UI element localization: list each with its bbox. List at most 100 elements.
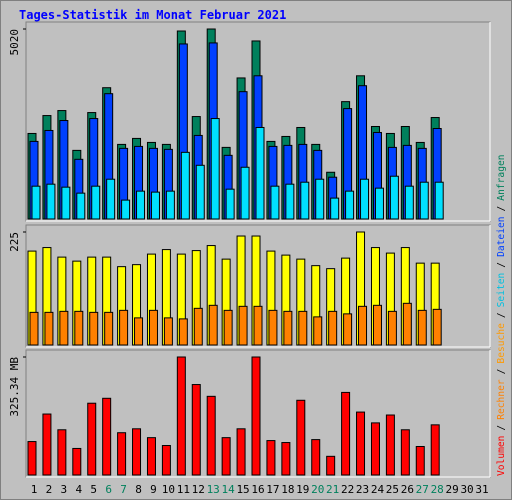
- y-tick-label: 325.34 MB: [8, 357, 21, 417]
- bar: [206, 395, 216, 476]
- bar: [31, 185, 41, 220]
- bar: [281, 442, 291, 476]
- bar: [44, 311, 54, 346]
- x-tick-label: 3: [61, 483, 68, 496]
- bar: [102, 397, 112, 476]
- x-tick-label: 24: [371, 483, 385, 496]
- x-tick-label: 30: [460, 483, 473, 496]
- x-tick-label: 6: [105, 483, 112, 496]
- x-tick-label: 31: [475, 483, 488, 496]
- bar: [180, 151, 190, 220]
- x-tick-label: 9: [150, 483, 157, 496]
- bar: [176, 356, 186, 476]
- x-tick-label: 22: [341, 483, 354, 496]
- bar: [311, 439, 321, 476]
- bar: [117, 432, 127, 476]
- bar: [136, 190, 146, 220]
- bar: [195, 164, 205, 220]
- x-tick-label: 23: [356, 483, 369, 496]
- legend: Volumen / Rechner / Besuche / Seiten / Dateien / A…: [496, 154, 507, 476]
- legend-separator: /: [496, 368, 507, 374]
- x-tick-label: 27: [416, 483, 429, 496]
- x-tick-label: 28: [431, 483, 444, 496]
- bar: [356, 411, 366, 476]
- bar: [106, 178, 116, 220]
- bar: [266, 440, 276, 476]
- bar: [296, 399, 306, 476]
- bar: [404, 185, 414, 220]
- legend-entry: Dateien: [496, 216, 507, 256]
- x-tick-label: 13: [207, 483, 220, 496]
- bar: [223, 309, 233, 346]
- x-tick-label: 29: [446, 483, 459, 496]
- bar: [146, 437, 156, 476]
- bar: [417, 309, 427, 346]
- x-tick-label: 19: [296, 483, 309, 496]
- bar: [208, 304, 218, 346]
- bar: [91, 185, 101, 220]
- legend-separator: /: [496, 205, 507, 211]
- x-tick-label: 10: [162, 483, 175, 496]
- bar: [358, 305, 368, 346]
- legend-separator: /: [496, 312, 507, 318]
- x-tick-label: 12: [192, 483, 205, 496]
- bar: [191, 384, 201, 476]
- bar: [104, 311, 114, 346]
- bar: [389, 175, 399, 220]
- legend-entry: Anfragen: [496, 154, 507, 200]
- bar: [134, 317, 144, 346]
- bar: [330, 197, 340, 220]
- x-tick-label: 16: [251, 483, 264, 496]
- bar: [298, 310, 308, 346]
- x-tick-label: 7: [120, 483, 127, 496]
- x-tick-label: 15: [236, 483, 249, 496]
- bar: [328, 310, 338, 346]
- bar: [59, 310, 69, 346]
- x-tick-label: 20: [311, 483, 324, 496]
- legend-entry: Seiten: [496, 273, 507, 308]
- bar: [434, 181, 444, 220]
- bar: [150, 191, 160, 220]
- bar: [343, 313, 353, 346]
- bar: [251, 356, 261, 476]
- bar: [253, 305, 263, 346]
- bar: [29, 311, 39, 346]
- bar: [345, 190, 355, 220]
- y-tick-label: 225: [8, 232, 21, 252]
- bar: [236, 428, 246, 476]
- bar: [326, 455, 336, 476]
- bar: [419, 181, 429, 220]
- bar: [61, 186, 71, 220]
- bar: [300, 181, 310, 220]
- bar: [42, 413, 52, 476]
- chart-title: Tages-Statistik im Monat Februar 2021: [19, 8, 286, 22]
- legend-separator: /: [496, 425, 507, 431]
- bar: [432, 308, 442, 346]
- bar: [225, 188, 235, 220]
- bar: [46, 183, 56, 220]
- bar: [374, 187, 384, 220]
- bar: [315, 178, 325, 220]
- bar: [370, 422, 380, 476]
- bar: [372, 304, 382, 346]
- bar: [341, 391, 351, 476]
- bar: [387, 310, 397, 346]
- x-tick-label: 14: [222, 483, 236, 496]
- x-tick-label: 1: [31, 483, 38, 496]
- bar: [165, 190, 175, 220]
- bar: [121, 199, 131, 220]
- bar: [415, 445, 425, 476]
- bar: [74, 310, 84, 346]
- y-tick-label: 5020: [8, 29, 21, 56]
- bar: [285, 183, 295, 220]
- bar: [163, 317, 173, 346]
- bar: [27, 441, 37, 476]
- bar: [255, 126, 265, 220]
- bar: [221, 437, 231, 476]
- x-tick-label: 8: [135, 483, 142, 496]
- x-tick-label: 21: [326, 483, 339, 496]
- bar: [76, 192, 86, 220]
- bar: [240, 166, 250, 220]
- x-tick-label: 26: [401, 483, 414, 496]
